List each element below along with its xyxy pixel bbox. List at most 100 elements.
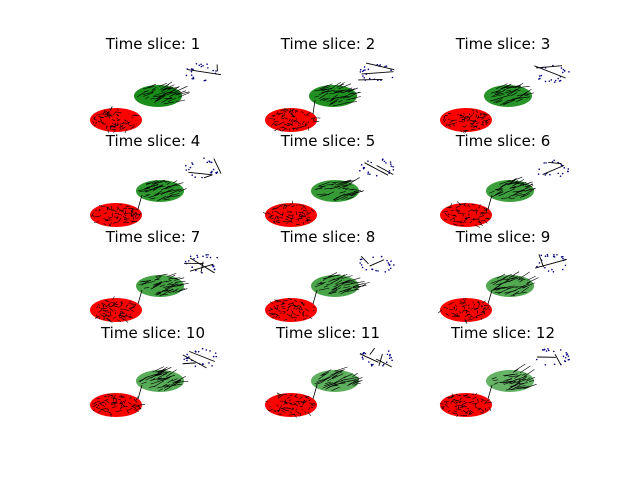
red-edge [488,406,492,411]
green-edge [336,82,345,88]
red-edge [125,304,129,308]
red-edge [285,218,288,220]
panel-7: Time slice: 7 [90,228,218,323]
blue-node [388,264,391,266]
red-edge [462,304,467,308]
green-edge [344,101,357,104]
red-edge [95,215,99,218]
blue-node [205,254,207,256]
green-edge [152,366,165,373]
panel-2: Time slice: 2 [265,35,395,132]
blue-node [385,162,387,164]
red-edge [105,300,110,302]
blue-node [379,64,382,66]
red-edge [130,213,133,218]
red-edge [265,400,269,403]
red-edge [272,207,276,210]
green-edge [492,280,500,285]
red-edge [290,402,293,405]
red-edge [276,306,279,311]
green-edge [517,277,524,281]
red-edge [443,114,447,118]
blue-edge [548,162,562,164]
red-edge [462,126,465,128]
blue-node [186,359,188,362]
green-edge [167,281,178,289]
blue-node [553,159,555,162]
blue-node [188,168,190,171]
green-edge [514,286,524,288]
red-edge [300,207,303,210]
red-edge [110,414,113,417]
red-edge [110,402,117,406]
green-edge [512,291,527,295]
red-edge [112,111,117,116]
blue-edge [187,69,222,76]
green-edge [154,289,169,295]
green-edge [518,96,531,99]
red-edge [124,129,128,134]
green-edge [511,85,519,88]
green-edge [168,183,178,188]
red-edge [279,205,283,207]
green-edge [165,91,177,96]
green-edge [318,181,331,187]
red-edge [96,114,98,116]
red-edge [481,305,484,308]
green-cluster [311,272,370,297]
green-edge [499,180,511,185]
red-edge [113,129,116,134]
red-edge [104,109,109,114]
red-cluster [440,108,492,134]
green-edge [144,187,151,190]
blue-node [392,168,395,171]
green-edge [168,289,177,293]
red-edge [295,223,301,226]
red-edge [463,221,466,223]
red-edge [308,399,311,402]
blue-node [553,363,556,366]
green-edge [334,376,346,384]
green-edge [145,182,151,185]
green-edge [158,388,164,392]
blue-edge [534,65,566,79]
green-edge [175,85,188,93]
green-edge [341,196,348,201]
red-edge [136,407,142,410]
red-edge [128,401,132,405]
green-edge [509,197,516,199]
red-edge [282,312,285,315]
blue-node [363,166,366,169]
green-edge [498,279,510,286]
red-edge [278,394,281,397]
green-edge [175,99,186,103]
blue-node [367,361,370,363]
green-edge [519,378,527,381]
inter-cluster-edge [312,384,318,400]
red-edge [305,397,309,399]
green-cluster [486,271,539,297]
green-edge [142,91,154,96]
blue-node [560,67,563,69]
red-edge [305,123,308,127]
red-edge [122,122,126,124]
blue-edge [364,162,389,176]
red-edge [486,409,488,412]
green-edge [318,281,323,285]
green-edge [318,372,329,380]
red-edge [288,118,291,122]
green-edge [327,191,335,195]
red-edge [124,318,129,323]
green-edge [515,98,523,103]
green-cluster [486,363,537,392]
blue-node [372,256,374,259]
red-edge [291,121,294,124]
red-edge [464,320,468,325]
blue-node [190,74,193,76]
blue-node [190,70,193,73]
red-cluster-body [265,298,317,322]
blue-node [371,365,373,367]
red-edge [483,207,488,211]
blue-edge [542,164,565,175]
blue-node [386,259,388,262]
